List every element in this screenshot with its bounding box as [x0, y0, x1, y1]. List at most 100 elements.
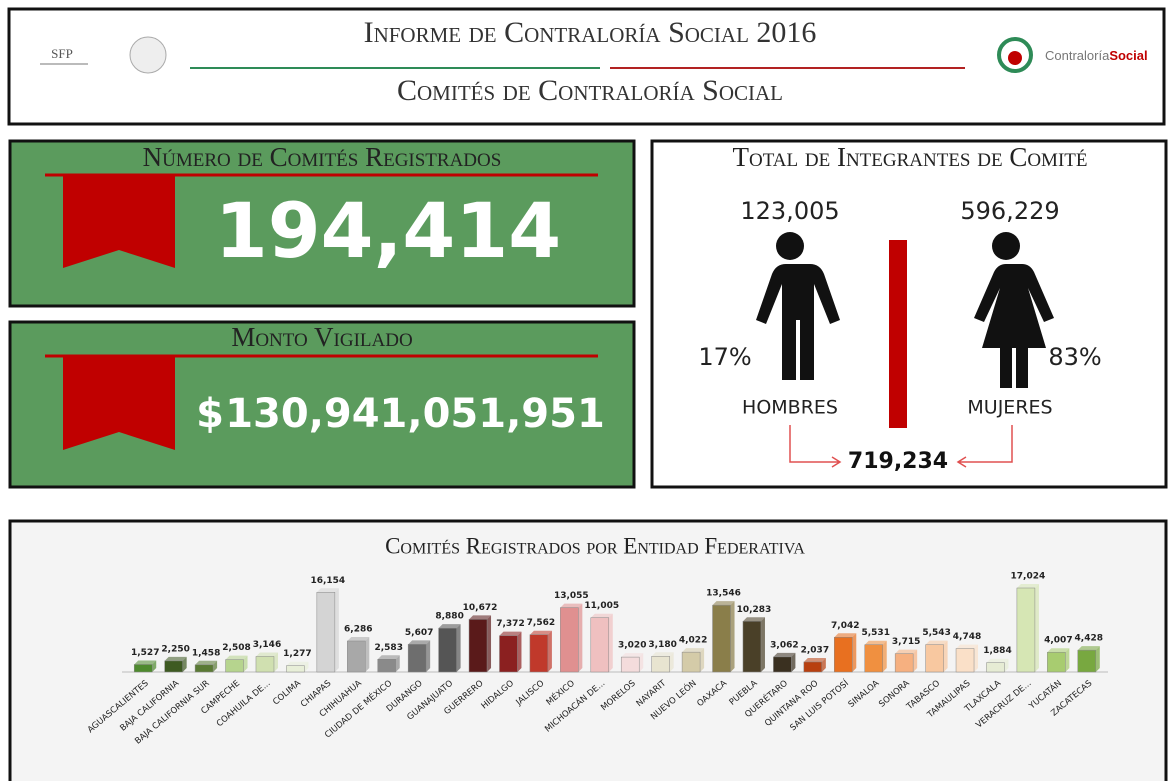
- logo-seal: [129, 36, 167, 74]
- committees-title: Número de Comités Registrados: [143, 142, 502, 172]
- committees-value: 194,414: [215, 186, 561, 275]
- bar-top: [1016, 584, 1039, 588]
- bar-side: [213, 660, 218, 672]
- bar-value-label: 1,884: [983, 646, 1011, 656]
- bar-value-label: 6,286: [344, 624, 372, 634]
- bar: [164, 660, 183, 673]
- bar-side: [578, 603, 583, 672]
- bar-top: [742, 617, 765, 622]
- bar-value-label: 10,283: [737, 605, 772, 615]
- bar: [773, 656, 792, 673]
- bar: [742, 621, 762, 673]
- members-total: 719,234: [848, 449, 948, 474]
- bar: [225, 659, 244, 673]
- bar: [590, 617, 610, 673]
- women-label: MUJERES: [967, 397, 1052, 419]
- bar: [316, 592, 336, 673]
- bar-side: [182, 656, 187, 672]
- bar: [255, 656, 275, 673]
- chart-title: Comités Registrados por Entidad Federati…: [385, 533, 805, 558]
- bar-top: [164, 656, 187, 661]
- bar-top: [438, 624, 461, 629]
- bar-side: [1095, 646, 1100, 672]
- bar: [803, 661, 823, 673]
- bar: [1077, 649, 1097, 673]
- bar-side: [1065, 648, 1070, 672]
- bar-side: [152, 660, 157, 672]
- bar-value-label: 1,527: [131, 648, 159, 658]
- bar-side: [943, 640, 948, 672]
- bar-top: [651, 652, 674, 657]
- woman-icon: [974, 232, 1054, 388]
- bar: [620, 656, 640, 673]
- bar-value-label: 7,562: [527, 618, 555, 628]
- bar: [894, 653, 914, 673]
- bar-value-label: 17,024: [1011, 572, 1046, 582]
- bar: [560, 607, 579, 673]
- bar-value-label: 1,458: [192, 648, 220, 658]
- bar: [1047, 651, 1066, 673]
- bar-value-label: 3,062: [770, 640, 798, 650]
- bar: [377, 659, 396, 673]
- members-panel: [650, 139, 1168, 489]
- logo-right-a: Contraloría: [1045, 48, 1110, 63]
- divider-bar: [889, 240, 907, 428]
- bar-side: [365, 636, 370, 672]
- amount-title: Monto Vigilado: [231, 322, 412, 352]
- bar-side: [243, 655, 248, 672]
- bar-side: [334, 588, 339, 672]
- logo-sfp: SFP: [51, 46, 73, 61]
- bar-top: [864, 640, 887, 645]
- men-arrow: [789, 425, 842, 468]
- bar-top: [803, 657, 826, 662]
- bar-top: [529, 630, 552, 635]
- bar: [651, 656, 670, 673]
- bar-side: [517, 631, 522, 672]
- bar-side: [426, 640, 431, 672]
- bar-value-label: 4,022: [679, 636, 707, 646]
- bar-top: [195, 660, 218, 665]
- bar-value-label: 3,180: [648, 640, 676, 650]
- women-arrow: [956, 425, 1013, 468]
- bar: [438, 627, 457, 673]
- bar-top: [834, 633, 857, 638]
- header-box: [7, 7, 1166, 126]
- bar-top: [956, 644, 979, 649]
- bar-value-label: 13,055: [554, 591, 589, 601]
- bar-value-label: 7,372: [496, 619, 524, 629]
- committees-ribbon: [63, 175, 175, 268]
- bar-value-label: 8,880: [435, 612, 463, 622]
- bar: [407, 644, 427, 673]
- bar-value-label: 13,546: [706, 589, 741, 599]
- bar-top: [469, 615, 492, 620]
- men-label: HOMBRES: [742, 397, 838, 419]
- bar-top: [347, 636, 370, 641]
- bar-value-label: 3,020: [618, 641, 646, 651]
- bar-top: [225, 655, 248, 660]
- logo-right-dot: [1008, 51, 1022, 65]
- bar-value-label: 3,715: [892, 637, 920, 647]
- members-title: Total de Integrantes de Comité: [733, 142, 1088, 172]
- bar-top: [590, 613, 613, 618]
- bar-side: [608, 613, 613, 672]
- bar-top: [773, 652, 796, 657]
- bar-top: [377, 655, 400, 660]
- bar-value-label: 4,007: [1044, 636, 1072, 646]
- bar-top: [925, 640, 948, 645]
- bar: [712, 604, 731, 673]
- bar: [529, 634, 549, 673]
- bar-side: [760, 617, 765, 672]
- women-pct: 83%: [1048, 343, 1101, 371]
- men-pct: 17%: [698, 343, 751, 371]
- bar-value-label: 2,037: [801, 645, 829, 655]
- bar: [681, 651, 701, 673]
- bar-side: [882, 640, 887, 672]
- bar-side: [456, 624, 461, 672]
- bar-value-label: 5,531: [861, 628, 889, 638]
- bar-value-label: 1,277: [283, 649, 311, 659]
- amount-currency: $: [196, 391, 224, 437]
- men-count: 123,005: [740, 197, 839, 225]
- women-count: 596,229: [960, 197, 1059, 225]
- bar-side: [395, 655, 400, 672]
